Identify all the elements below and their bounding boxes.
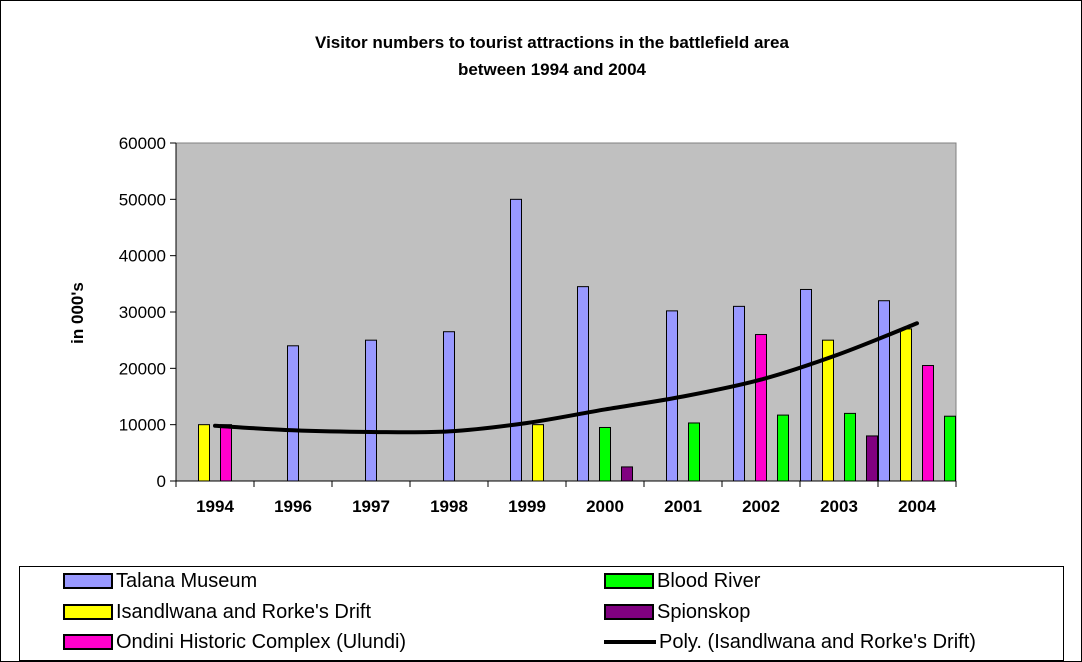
bar-talana-museum-1996 — [287, 345, 299, 482]
legend-swatch-blood-river — [604, 573, 654, 589]
x-tick-label: 2002 — [742, 497, 780, 516]
y-tick-label: 60000 — [119, 134, 166, 153]
legend-label-blood-river: Blood River — [657, 569, 761, 592]
legend-swatch-spionskop — [604, 604, 654, 620]
chart-svg: Visitor numbers to tourist attractions i… — [68, 33, 957, 516]
bar-talana-museum-2003 — [800, 288, 812, 482]
bar-talana-museum-2002 — [733, 305, 745, 482]
plot-area: 0 10000 20000 30000 40000 50000 60000 1994 1996 1… — [119, 134, 957, 516]
y-axis-label: in 000's — [68, 282, 87, 344]
legend-swatch-isandlwana — [63, 604, 113, 620]
bar-talana-museum-2000 — [577, 286, 589, 482]
legend-item-ondini: Ondini Historic Complex (Ulundi) — [63, 630, 406, 654]
bar-isandlwana-and-rorke-s-drift-2004 — [900, 328, 912, 482]
x-tick-label: 1996 — [274, 497, 312, 516]
y-tick-label: 40000 — [119, 247, 166, 266]
legend-swatch-trendline — [604, 640, 656, 644]
bar-talana-museum-2004 — [878, 300, 890, 482]
legend: Talana Museum Isandlwana and Rorke's Dri… — [19, 566, 1064, 661]
chart-title-line-2: between 1994 and 2004 — [458, 60, 647, 79]
bar-blood-river-2002 — [777, 414, 789, 482]
bar-spionskop-2003 — [866, 435, 878, 482]
x-tick-label: 1998 — [430, 497, 468, 516]
y-tick-label: 0 — [157, 472, 166, 491]
legend-label-isandlwana: Isandlwana and Rorke's Drift — [116, 600, 372, 623]
bar-ondini-historic-complex-ulundi--1994 — [220, 424, 232, 482]
bar-ondini-historic-complex-ulundi--2002 — [755, 334, 767, 482]
y-tick-label: 20000 — [119, 359, 166, 378]
legend-item-isandlwana: Isandlwana and Rorke's Drift — [63, 600, 371, 624]
bar-blood-river-2003 — [844, 412, 856, 482]
bar-isandlwana-and-rorke-s-drift-2003 — [822, 339, 834, 482]
x-tick-label: 1999 — [508, 497, 546, 516]
legend-swatch-ondini — [63, 634, 113, 650]
x-tick-label: 2000 — [586, 497, 624, 516]
legend-item-blood-river: Blood River — [604, 569, 760, 593]
bar-blood-river-2001 — [688, 422, 700, 482]
bar-spionskop-2000 — [621, 466, 633, 482]
x-tick-label: 2003 — [820, 497, 858, 516]
legend-item-trendline: Poly. (Isandlwana and Rorke's Drift) — [604, 630, 976, 654]
bar-isandlwana-and-rorke-s-drift-1999 — [532, 424, 544, 482]
x-tick-label: 1994 — [196, 497, 234, 516]
y-tick-label: 30000 — [119, 303, 166, 322]
legend-label-spionskop: Spionskop — [657, 600, 751, 623]
bar-isandlwana-and-rorke-s-drift-1994 — [198, 424, 210, 482]
trendline-poly-isandlwana — [213, 321, 919, 435]
y-tick-label: 10000 — [119, 416, 166, 435]
legend-label-talana-museum: Talana Museum — [116, 569, 258, 592]
legend-item-talana-museum: Talana Museum — [63, 569, 257, 593]
x-tick-label: 2001 — [664, 497, 702, 516]
bar-ondini-historic-complex-ulundi--2004 — [922, 365, 934, 482]
legend-label-trendline: Poly. (Isandlwana and Rorke's Drift) — [659, 630, 976, 653]
bar-talana-museum-1997 — [365, 339, 377, 482]
legend-label-ondini: Ondini Historic Complex (Ulundi) — [116, 630, 407, 653]
x-tick-label: 2004 — [898, 497, 936, 516]
bar-talana-museum-1999 — [510, 198, 522, 482]
y-tick-label: 50000 — [119, 190, 166, 209]
chart-title-line-1: Visitor numbers to tourist attractions i… — [315, 33, 789, 52]
bar-talana-museum-1998 — [443, 331, 455, 482]
bar-blood-river-2004 — [944, 415, 956, 482]
x-tick-label: 1997 — [352, 497, 390, 516]
legend-item-spionskop: Spionskop — [604, 600, 750, 624]
bar-blood-river-2000 — [599, 426, 611, 482]
legend-swatch-talana-museum — [63, 573, 113, 589]
